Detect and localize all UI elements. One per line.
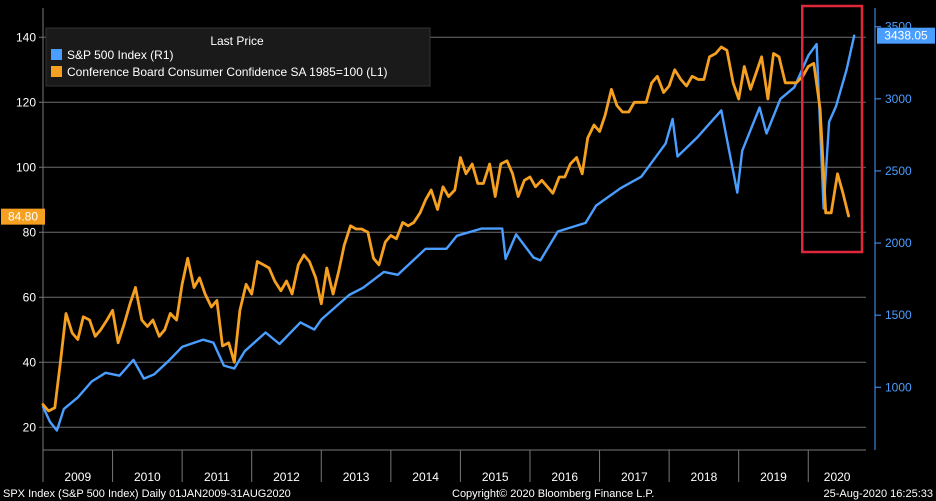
left-tick-label: 80 [23, 225, 37, 239]
legend-swatch-confidence [51, 66, 62, 77]
x-tick-label: 2011 [204, 470, 230, 484]
right-tick-label: 1500 [885, 308, 912, 322]
left-tick-label: 20 [23, 420, 37, 434]
left-tick-label: 120 [16, 95, 36, 109]
x-axis: 2009 2010 2011 2012 2013 2014 2015 2016 2017 2018… [42, 449, 866, 484]
left-axis-ticks: 20 40 60 80 100 120 140 [16, 8, 44, 450]
left-tick-label: 40 [23, 355, 37, 369]
x-tick-label: 2019 [760, 470, 787, 484]
x-tick-label: 2020 [824, 470, 851, 484]
right-tick-label: 3000 [885, 92, 912, 106]
spx-last-value-label: 3438.05 [884, 29, 928, 43]
left-tick-label: 100 [16, 160, 36, 174]
legend-swatch-spx [51, 49, 62, 60]
spx-last-value-badge [877, 27, 935, 44]
left-tick-label: 140 [16, 30, 36, 44]
highlight-layer [801, 4, 864, 254]
footer-left: SPX Index (S&P 500 Index) Daily 01JAN200… [3, 488, 291, 500]
right-tick-label: 2500 [885, 164, 912, 178]
x-tick-label: 2014 [412, 470, 439, 484]
legend-box [45, 27, 431, 87]
spx-line [41, 34, 856, 432]
confidence-last-value-label: 84.80 [8, 210, 38, 224]
legend-title: Last Price [210, 34, 264, 48]
x-tick-label: 2012 [273, 470, 300, 484]
left-tick-label: 60 [23, 290, 37, 304]
footer: SPX Index (S&P 500 Index) Daily 01JAN200… [3, 488, 933, 500]
x-tick-label: 2010 [134, 470, 161, 484]
confidence-last-value-badge [1, 208, 45, 225]
x-tick-label: 2013 [343, 470, 370, 484]
x-tick-label: 2016 [551, 470, 578, 484]
x-tick-label: 2009 [64, 470, 91, 484]
right-tick-label: 1000 [885, 380, 912, 394]
footer-center: Copyright© 2020 Bloomberg Finance L.P. [452, 488, 654, 500]
series-layer [41, 34, 856, 432]
highlight-box [801, 4, 864, 254]
legend-label-spx: S&P 500 Index (R1) [67, 48, 174, 62]
footer-right: 25-Aug-2020 16:25:33 [824, 488, 933, 500]
legend: Last Price S&P 500 Index (R1) Conference… [45, 27, 431, 87]
right-tick-label: 2000 [885, 236, 912, 250]
confidence-line [41, 45, 850, 413]
last-value-badges: 3438.05 84.80 [1, 27, 935, 225]
x-tick-label: 2015 [482, 470, 509, 484]
x-tick-label: 2017 [621, 470, 648, 484]
legend-label-confidence: Conference Board Consumer Confidence SA … [67, 65, 388, 79]
x-tick-label: 2018 [691, 470, 718, 484]
